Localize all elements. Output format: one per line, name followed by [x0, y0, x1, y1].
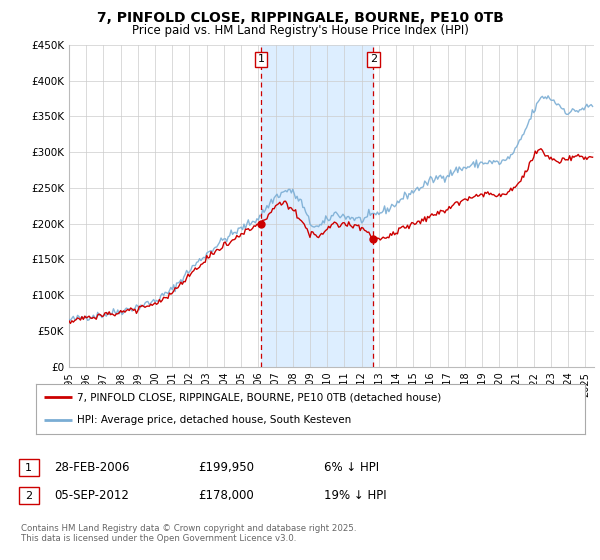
Text: 28-FEB-2006: 28-FEB-2006 [54, 461, 130, 474]
Text: 2: 2 [370, 54, 377, 64]
Text: 05-SEP-2012: 05-SEP-2012 [54, 489, 129, 502]
Text: 2: 2 [25, 491, 32, 501]
Text: £178,000: £178,000 [198, 489, 254, 502]
Text: 1: 1 [257, 54, 265, 64]
Bar [261, 45, 373, 367]
Text: 7, PINFOLD CLOSE, RIPPINGALE, BOURNE, PE10 0TB (detached house): 7, PINFOLD CLOSE, RIPPINGALE, BOURNE, PE… [77, 392, 442, 402]
Text: HPI: Average price, detached house, South Kesteven: HPI: Average price, detached house, Sout… [77, 416, 352, 426]
Text: 19% ↓ HPI: 19% ↓ HPI [324, 489, 386, 502]
Text: Contains HM Land Registry data © Crown copyright and database right 2025.
This d: Contains HM Land Registry data © Crown c… [21, 524, 356, 543]
Text: Price paid vs. HM Land Registry's House Price Index (HPI): Price paid vs. HM Land Registry's House … [131, 24, 469, 36]
Text: 6% ↓ HPI: 6% ↓ HPI [324, 461, 379, 474]
Text: £199,950: £199,950 [198, 461, 254, 474]
Text: 7, PINFOLD CLOSE, RIPPINGALE, BOURNE, PE10 0TB: 7, PINFOLD CLOSE, RIPPINGALE, BOURNE, PE… [97, 11, 503, 25]
Text: 1: 1 [25, 463, 32, 473]
